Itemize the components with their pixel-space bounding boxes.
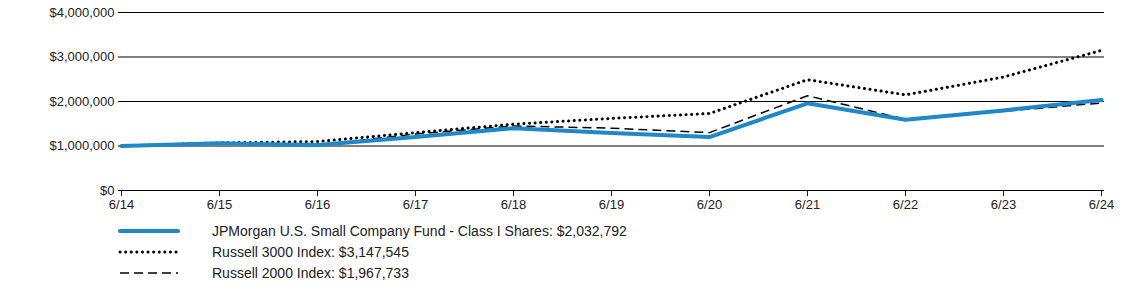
svg-text:6/16: 6/16 xyxy=(305,197,330,212)
html-text:Russell 3000 Index: $3,147,545: Russell 3000 Index: $3,147,545 xyxy=(212,243,409,260)
html-text:JPMorgan U.S. Small Company Fu: JPMorgan U.S. Small Company Fund - Class… xyxy=(212,222,627,239)
svg-text:6/21: 6/21 xyxy=(795,197,820,212)
svg-text:6/14: 6/14 xyxy=(109,197,134,212)
svg-text:$1,000,000: $1,000,000 xyxy=(49,138,114,153)
svg-text:6/20: 6/20 xyxy=(697,197,722,212)
svg-text:$0: $0 xyxy=(100,183,114,198)
svg-text:6/17: 6/17 xyxy=(403,197,428,212)
svg-text:6/18: 6/18 xyxy=(501,197,526,212)
svg-text:$3,000,000: $3,000,000 xyxy=(49,49,114,64)
svg-text:$4,000,000: $4,000,000 xyxy=(49,5,114,20)
svg-text:6/19: 6/19 xyxy=(599,197,624,212)
svg-text:6/15: 6/15 xyxy=(207,197,232,212)
svg-text:6/24: 6/24 xyxy=(1089,197,1114,212)
svg-text:6/22: 6/22 xyxy=(893,197,918,212)
svg-text:6/23: 6/23 xyxy=(991,197,1016,212)
svg-text:$2,000,000: $2,000,000 xyxy=(49,94,114,109)
html-text:Russell 2000 Index: $1,967,733: Russell 2000 Index: $1,967,733 xyxy=(212,264,409,281)
